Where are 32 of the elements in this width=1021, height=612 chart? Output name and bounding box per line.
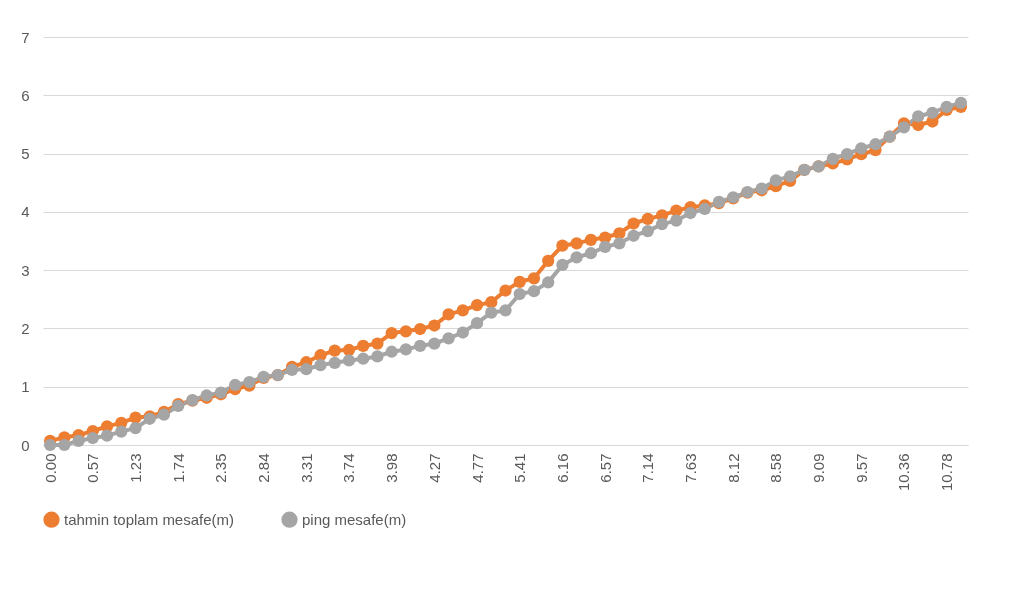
y-tick-label: 7 <box>21 28 30 46</box>
x-tick-label: 2.35 <box>212 453 230 483</box>
x-tick-label: 1.23 <box>127 453 144 483</box>
x-tick-label: 10.36 <box>895 453 913 492</box>
y-tick-label: 0 <box>21 436 30 454</box>
y-tick-label: 4 <box>21 203 30 221</box>
x-tick-label: 8.12 <box>724 453 742 483</box>
y-tick-label: 6 <box>21 86 30 104</box>
x-tick-label: 7.14 <box>639 453 657 483</box>
legend-label: tahmin toplam mesafe(m) <box>64 510 235 528</box>
y-tick-label: 5 <box>21 145 30 163</box>
y-tick-label: 2 <box>21 319 30 337</box>
x-tick-label: 6.57 <box>596 453 614 483</box>
x-tick-label: 6.16 <box>553 453 571 483</box>
x-tick-label: 1.74 <box>169 453 187 483</box>
x-tick-label: 3.31 <box>297 453 315 483</box>
x-tick-label: 10.78 <box>938 453 956 492</box>
x-tick-label: 4.27 <box>425 453 443 483</box>
x-tick-label: 0.00 <box>41 453 59 483</box>
legend-label: ping mesafe(m) <box>302 510 407 528</box>
y-tick-label: 3 <box>21 261 30 279</box>
x-tick-label: 4.77 <box>468 453 486 483</box>
x-tick-label: 7.63 <box>682 453 699 483</box>
x-tick-label: 8.58 <box>767 453 785 483</box>
x-tick-label: 3.74 <box>340 453 358 483</box>
x-tick-label: 0.57 <box>84 453 102 483</box>
x-tick-label: 3.98 <box>383 453 401 483</box>
y-tick-label: 1 <box>21 378 30 396</box>
x-tick-label: 2.84 <box>255 453 273 483</box>
x-tick-label: 9.57 <box>852 453 870 483</box>
x-tick-label: 9.09 <box>810 453 828 483</box>
x-tick-label: 5.41 <box>511 453 529 483</box>
